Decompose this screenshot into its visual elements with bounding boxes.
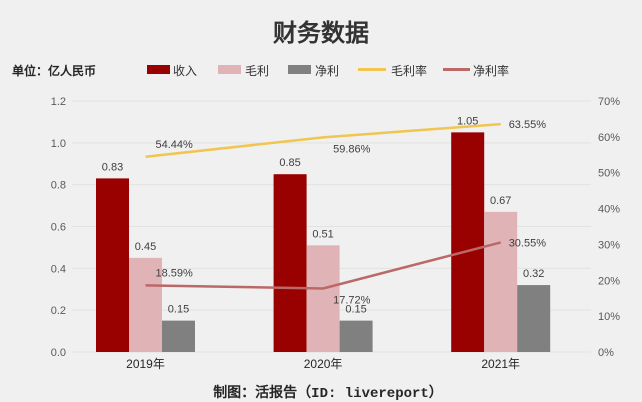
svg-text:0.51: 0.51 <box>312 228 333 240</box>
svg-text:0.0: 0.0 <box>51 347 66 359</box>
svg-text:17.72%: 17.72% <box>333 294 371 306</box>
svg-text:0.4: 0.4 <box>51 263 66 275</box>
svg-text:0.2: 0.2 <box>51 305 66 317</box>
svg-text:0.67: 0.67 <box>490 195 511 207</box>
svg-text:20%: 20% <box>598 275 620 287</box>
svg-text:2019年: 2019年 <box>126 357 165 371</box>
svg-text:59.86%: 59.86% <box>333 143 371 155</box>
svg-text:0.6: 0.6 <box>51 222 66 234</box>
svg-text:0.8: 0.8 <box>51 180 66 192</box>
svg-text:0.32: 0.32 <box>523 268 544 280</box>
svg-text:0.85: 0.85 <box>279 157 300 169</box>
svg-text:30.55%: 30.55% <box>509 237 547 249</box>
svg-text:60%: 60% <box>598 132 620 144</box>
svg-text:0%: 0% <box>598 347 614 359</box>
svg-text:1.2: 1.2 <box>51 96 66 108</box>
svg-text:2020年: 2020年 <box>304 357 343 371</box>
svg-text:10%: 10% <box>598 311 620 323</box>
svg-text:63.55%: 63.55% <box>509 119 547 131</box>
svg-text:18.59%: 18.59% <box>156 267 194 279</box>
svg-text:0.15: 0.15 <box>168 304 189 316</box>
svg-text:50%: 50% <box>598 168 620 180</box>
svg-text:30%: 30% <box>598 239 620 251</box>
svg-text:0.83: 0.83 <box>102 161 123 173</box>
svg-text:70%: 70% <box>598 96 620 108</box>
svg-text:2021年: 2021年 <box>481 357 520 371</box>
svg-text:1.0: 1.0 <box>51 138 66 150</box>
svg-text:40%: 40% <box>598 204 620 216</box>
svg-text:0.45: 0.45 <box>135 241 156 253</box>
svg-text:54.44%: 54.44% <box>156 139 194 151</box>
